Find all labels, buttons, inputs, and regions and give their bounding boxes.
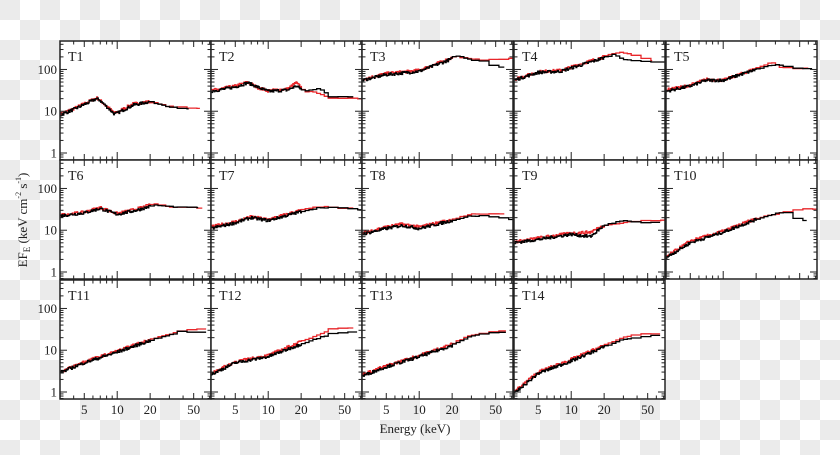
x-tick-label: 50 — [187, 402, 200, 417]
panel-label: T8 — [370, 169, 386, 184]
x-tick-label: 10 — [262, 402, 275, 417]
y-tick-label: 10 — [44, 223, 57, 238]
panel-t11: T11 1 10 100 5 10 20 50 — [38, 279, 212, 417]
panel-t12: T12 5 10 20 50 — [210, 279, 363, 417]
panel-t9: T9 — [513, 159, 666, 280]
panel-background — [514, 280, 665, 399]
panel-label: T2 — [219, 50, 235, 65]
spectrum-black — [60, 97, 189, 117]
panel-t1: T1 1 10 100 — [38, 40, 212, 161]
spectrum-black — [211, 206, 362, 230]
panel-t5: T5 — [665, 40, 818, 161]
panel-background — [666, 41, 817, 160]
panel-t13: T13 5 10 20 50 — [361, 279, 514, 417]
y-tick-label: 1 — [51, 265, 58, 280]
spectrum-black — [362, 331, 506, 377]
y-tick-label: 10 — [44, 343, 57, 358]
panel-background — [211, 280, 362, 399]
x-tick-label: 5 — [232, 402, 239, 417]
panel-frame — [665, 159, 818, 280]
spectrum-red — [514, 333, 661, 393]
panel-t10: T10 — [665, 159, 818, 280]
y-axis-label: EFE (keV cm-2 s-1) — [14, 173, 32, 268]
spectrum-black — [211, 331, 358, 376]
y-tick-label: 100 — [38, 62, 58, 77]
y-tick-label: 1 — [51, 146, 58, 161]
spectrum-black — [60, 330, 207, 374]
panel-background — [211, 41, 362, 160]
x-tick-label: 20 — [295, 402, 308, 417]
x-tick-label: 50 — [489, 402, 502, 417]
panel-background — [60, 41, 211, 160]
panel-label: T13 — [370, 289, 393, 304]
spectrum-black — [666, 64, 813, 93]
panel-label: T7 — [219, 169, 235, 184]
panel-t4: T4 — [513, 40, 666, 161]
x-axis-label: Energy (keV) — [380, 421, 451, 436]
spectrum-black — [362, 214, 513, 236]
panel-t8: T8 — [361, 159, 514, 280]
panel-t7: T7 — [210, 159, 363, 280]
panel-label: T12 — [219, 289, 242, 304]
x-tick-label: 20 — [144, 402, 157, 417]
spectrum-black — [514, 334, 661, 394]
x-tick-label: 50 — [641, 402, 654, 417]
panel-background — [514, 160, 665, 279]
panel-label: T6 — [68, 169, 84, 184]
panel-label: T4 — [522, 50, 538, 65]
y-tick-label: 1 — [51, 385, 58, 400]
panel-frame — [361, 279, 514, 400]
x-tick-label: 10 — [413, 402, 426, 417]
panel-label: T9 — [522, 169, 538, 184]
y-tick-label: 100 — [38, 301, 58, 316]
panel-background — [211, 160, 362, 279]
spectrum-black — [362, 55, 505, 82]
y-tick-label: 10 — [44, 104, 57, 119]
x-tick-label: 20 — [446, 402, 459, 417]
x-tick-label: 10 — [565, 402, 578, 417]
y-tick-label: 100 — [38, 181, 58, 196]
panel-t2: T2 — [210, 40, 363, 161]
panel-label: T5 — [674, 50, 690, 65]
panel-label: T3 — [370, 50, 386, 65]
x-tick-label: 5 — [383, 402, 390, 417]
panel-background — [60, 280, 211, 399]
panel-label: T10 — [674, 169, 697, 184]
panel-background — [60, 160, 211, 279]
x-tick-label: 10 — [111, 402, 124, 417]
panel-label: T11 — [68, 289, 90, 304]
x-tick-label: 20 — [598, 402, 611, 417]
panel-t3: T3 — [361, 40, 514, 161]
panel-background — [362, 160, 513, 279]
panel-frame — [513, 279, 666, 400]
spectrum-black — [514, 220, 661, 245]
panel-frame — [513, 159, 666, 280]
spectrum-black — [514, 53, 665, 81]
panel-t14: T14 5 10 20 50 — [513, 279, 666, 417]
panel-background — [666, 160, 817, 279]
spectrum-black — [60, 204, 199, 218]
panel-label: T14 — [522, 289, 545, 304]
spectrum-black — [666, 211, 807, 260]
spectrum-black — [211, 81, 354, 98]
panel-t6: T6 1 10 100 — [38, 159, 212, 280]
panel-frame — [361, 159, 514, 280]
x-tick-label: 5 — [81, 402, 88, 417]
x-tick-label: 50 — [338, 402, 351, 417]
panel-background — [362, 280, 513, 399]
x-tick-label: 5 — [535, 402, 542, 417]
panel-label: T1 — [68, 50, 84, 65]
